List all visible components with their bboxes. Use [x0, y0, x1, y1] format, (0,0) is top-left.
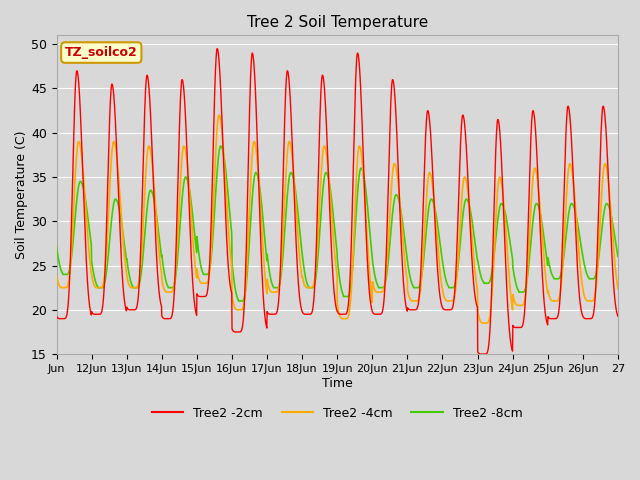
Legend: Tree2 -2cm, Tree2 -4cm, Tree2 -8cm: Tree2 -2cm, Tree2 -4cm, Tree2 -8cm [147, 402, 527, 425]
Text: TZ_soilco2: TZ_soilco2 [65, 46, 138, 59]
X-axis label: Time: Time [322, 377, 353, 390]
Y-axis label: Soil Temperature (C): Soil Temperature (C) [15, 131, 28, 259]
Title: Tree 2 Soil Temperature: Tree 2 Soil Temperature [246, 15, 428, 30]
